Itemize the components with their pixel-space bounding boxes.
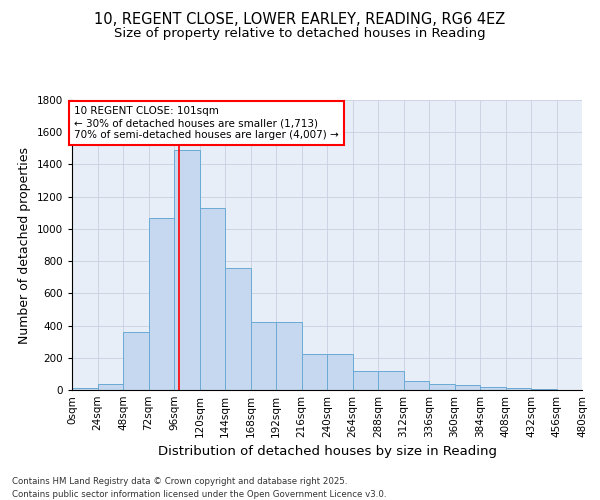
Text: Size of property relative to detached houses in Reading: Size of property relative to detached ho… bbox=[114, 28, 486, 40]
Bar bbox=[378, 372, 404, 390]
Bar bbox=[429, 384, 455, 390]
X-axis label: Distribution of detached houses by size in Reading: Distribution of detached houses by size … bbox=[157, 446, 497, 458]
Bar bbox=[174, 150, 199, 390]
Bar bbox=[225, 268, 251, 390]
Y-axis label: Number of detached properties: Number of detached properties bbox=[18, 146, 31, 344]
Bar bbox=[97, 384, 123, 390]
Bar bbox=[327, 354, 353, 390]
Bar bbox=[404, 381, 429, 390]
Text: Contains public sector information licensed under the Open Government Licence v3: Contains public sector information licen… bbox=[12, 490, 386, 499]
Text: 10, REGENT CLOSE, LOWER EARLEY, READING, RG6 4EZ: 10, REGENT CLOSE, LOWER EARLEY, READING,… bbox=[94, 12, 506, 28]
Bar bbox=[251, 322, 276, 390]
Bar bbox=[455, 385, 480, 390]
Bar bbox=[353, 372, 378, 390]
Bar bbox=[123, 332, 149, 390]
Bar bbox=[199, 208, 225, 390]
Bar bbox=[149, 218, 174, 390]
Bar bbox=[276, 322, 302, 390]
Bar bbox=[531, 389, 557, 390]
Bar bbox=[505, 388, 531, 390]
Bar bbox=[72, 388, 97, 390]
Bar bbox=[480, 387, 505, 390]
Text: 10 REGENT CLOSE: 101sqm
← 30% of detached houses are smaller (1,713)
70% of semi: 10 REGENT CLOSE: 101sqm ← 30% of detache… bbox=[74, 106, 339, 140]
Text: Contains HM Land Registry data © Crown copyright and database right 2025.: Contains HM Land Registry data © Crown c… bbox=[12, 478, 347, 486]
Bar bbox=[302, 354, 327, 390]
